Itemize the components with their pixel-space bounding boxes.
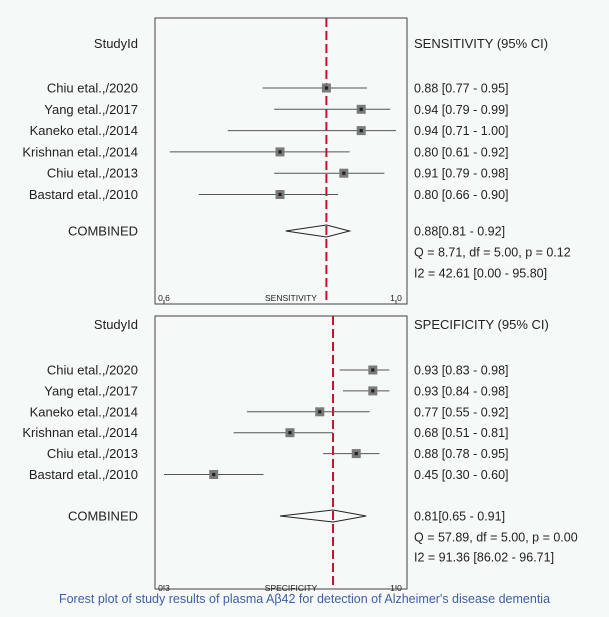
panel2-point-center: [318, 410, 322, 414]
panel1-point-center: [359, 129, 363, 133]
panel1-combined-stat: 0.88[0.81 - 0.92]: [414, 225, 505, 239]
panel2-study-name: Krishnan etal.,/2014: [22, 425, 138, 440]
panel1-study-name: Bastard etal.,/2010: [29, 187, 138, 202]
panel2-study-stat: 0.88 [0.78 - 0.95]: [414, 447, 509, 461]
panel2-combined-label: COMBINED: [68, 509, 138, 524]
panel2-study-header: StudyId: [94, 317, 138, 332]
panel1-combined-label: COMBINED: [68, 224, 138, 239]
panel2-stat-header: SPECIFICITY (95% CI): [414, 317, 549, 332]
panel2-study-name: Yang etal.,/2017: [44, 383, 138, 398]
panel1-study-stat: 0.94 [0.79 - 0.99]: [414, 103, 509, 117]
panel1-study-stat: 0.80 [0.61 - 0.92]: [414, 145, 509, 159]
panel2-point-center: [371, 368, 375, 372]
figure-caption: Forest plot of study results of plasma A…: [58, 592, 551, 606]
panel2-tick-label: 1.0: [390, 583, 402, 593]
panel1-tick-label: 1.0: [390, 293, 402, 303]
panel1-tick-label: 0.6: [158, 293, 170, 303]
panel1-study-stat: 0.88 [0.77 - 0.95]: [414, 82, 509, 96]
panel2-point-center: [288, 431, 292, 435]
panel2-heterogeneity-stat: Q = 57.89, df = 5.00, p = 0.00: [414, 531, 578, 545]
panel1-point-center: [359, 107, 363, 111]
panel1-study-header: StudyId: [94, 36, 138, 51]
panel1-study-stat: 0.80 [0.66 - 0.90]: [414, 188, 509, 202]
panel2-plot-frame: [154, 315, 408, 590]
panel1-point-center: [342, 171, 346, 175]
panel1-heterogeneity-stat: I2 = 42.61 [0.00 - 95.80]: [414, 267, 547, 281]
panel1-combined-diamond: [285, 224, 352, 238]
panel2-study-name: Kaneko etal.,/2014: [30, 404, 138, 419]
panel1-plot-frame: [154, 17, 408, 305]
panel2-combined-diamond: [279, 509, 367, 523]
panel1-point-center: [278, 150, 282, 154]
panel1-point-center: [324, 86, 328, 90]
panel2-study-stat: 0.93 [0.84 - 0.98]: [414, 384, 509, 398]
panel2-heterogeneity-stat: I2 = 91.36 [86.02 - 96.71]: [414, 551, 554, 565]
panel1-study-name: Chiu etal.,/2020: [47, 81, 138, 96]
panel1-study-name: Yang etal.,/2017: [44, 102, 138, 117]
panel2-study-name: Chiu etal.,/2013: [47, 446, 138, 461]
panel1-study-stat: 0.94 [0.71 - 1.00]: [414, 124, 509, 138]
panel2-study-stat: 0.45 [0.30 - 0.60]: [414, 468, 509, 482]
panel1-stat-header: SENSITIVITY (95% CI): [414, 36, 548, 51]
panel1-study-stat: 0.91 [0.79 - 0.98]: [414, 167, 509, 181]
panel2-study-stat: 0.68 [0.51 - 0.81]: [414, 426, 509, 440]
panel1-heterogeneity-stat: Q = 8.71, df = 5.00, p = 0.12: [414, 246, 571, 260]
panel2-point-center: [212, 472, 216, 477]
panel1-study-name: Krishnan etal.,/2014: [22, 144, 138, 159]
panel1-study-name: Chiu etal.,/2013: [47, 166, 138, 181]
panel2-tick-label: 0.3: [158, 583, 170, 593]
panel2-axis-label: SPECIFICITY: [265, 583, 318, 593]
panel2-point-center: [371, 389, 375, 393]
panel1-point-center: [278, 192, 282, 197]
panel1-axis-label: SENSITIVITY: [265, 293, 317, 303]
panel2-study-stat: 0.77 [0.55 - 0.92]: [414, 405, 509, 419]
panel2-combined-stat: 0.81[0.65 - 0.91]: [414, 510, 505, 524]
panel2-study-stat: 0.93 [0.83 - 0.98]: [414, 364, 509, 378]
panel1-study-name: Kaneko etal.,/2014: [30, 123, 138, 138]
panel2-point-center: [354, 452, 358, 456]
panel2-study-name: Bastard etal.,/2010: [29, 467, 138, 482]
panel2-study-name: Chiu etal.,/2020: [47, 363, 138, 378]
